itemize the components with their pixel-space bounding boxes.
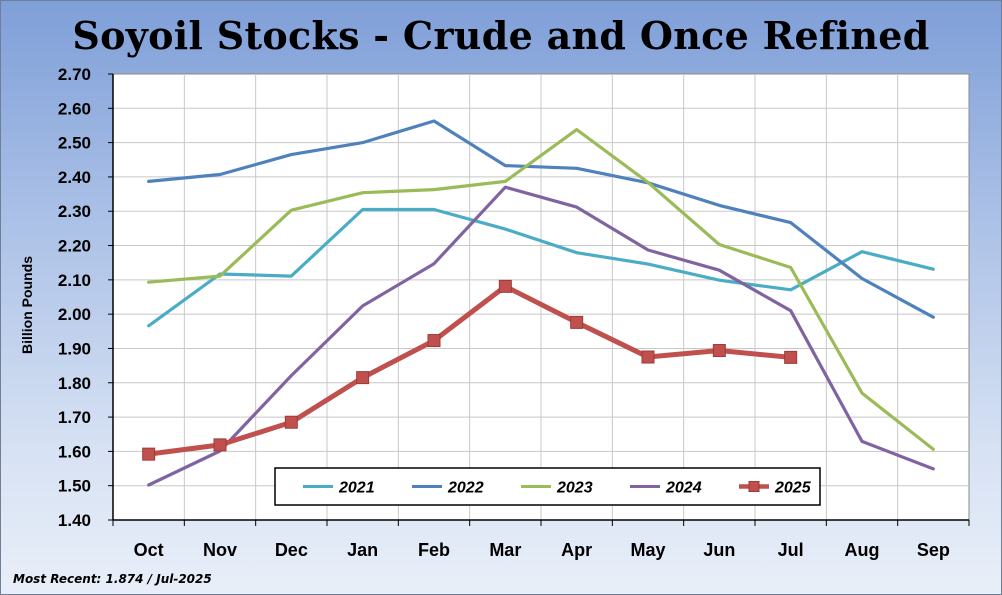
x-tick-label: Jul (778, 540, 804, 560)
series-line-2021 (147, 207, 935, 328)
y-tick-label: 1.90 (58, 339, 91, 358)
y-tick-label: 1.70 (58, 408, 91, 427)
legend-label-2024: 2024 (665, 480, 702, 497)
data-point-2025 (712, 344, 726, 358)
y-tick-label: 2.00 (58, 305, 91, 324)
data-point-2025 (427, 334, 441, 348)
data-point-2025 (356, 371, 370, 385)
footer-note: Most Recent: 1.874 / Jul-2025 (13, 572, 212, 586)
x-tick-label: Jan (347, 540, 378, 560)
legend-label-2021: 2021 (338, 480, 375, 497)
series-lines (142, 119, 935, 487)
y-tick-label: 1.50 (58, 477, 91, 496)
data-point-2025 (284, 415, 298, 429)
y-tick-label: 2.50 (58, 134, 91, 153)
data-point-2025 (142, 447, 156, 461)
data-point-2025 (641, 350, 655, 364)
chart-title: Soyoil Stocks - Crude and Once Refined (72, 13, 930, 58)
x-tick-label: Mar (489, 540, 521, 560)
data-point-2025 (213, 438, 227, 452)
y-axis-label: Billion Pounds (19, 256, 35, 354)
legend-label-2025: 2025 (774, 480, 812, 497)
x-tick-label: Sep (917, 540, 950, 560)
y-tick-label: 2.20 (58, 237, 91, 256)
x-tick-label: Dec (275, 540, 308, 560)
legend-label-2023: 2023 (556, 480, 593, 497)
x-tick-label: Nov (203, 540, 237, 560)
x-tick-label: Feb (418, 540, 450, 560)
x-tick-label: Oct (134, 540, 164, 560)
y-tick-label: 2.30 (58, 202, 91, 221)
series-line-2022 (147, 119, 935, 319)
legend-marker-2025 (748, 481, 760, 492)
data-point-2025 (498, 279, 512, 293)
x-tick-label: Apr (561, 540, 592, 560)
data-point-2025 (784, 350, 798, 364)
x-tick-label: Jun (703, 540, 735, 560)
y-tick-label: 2.10 (58, 271, 91, 290)
y-tick-label: 2.60 (58, 99, 91, 118)
series-line-2023 (147, 128, 935, 451)
x-tick-label: Aug (845, 540, 880, 560)
y-tick-label: 1.80 (58, 374, 91, 393)
y-tick-label: 1.40 (58, 511, 91, 530)
series-line-2025 (146, 283, 794, 457)
y-tick-label: 2.40 (58, 168, 91, 187)
axes: 1.40 1.50 1.60 1.70 1.80 1.90 2.00 2.10 2.20 2.30… (19, 65, 970, 560)
series-line-2024 (147, 185, 935, 487)
legend-label-2022: 2022 (447, 480, 484, 497)
x-tick-label: May (630, 540, 665, 560)
y-tick-label: 1.60 (58, 442, 91, 461)
y-tick-label: 2.70 (58, 65, 91, 84)
data-point-2025 (570, 315, 584, 329)
grid-lines (113, 74, 969, 520)
legend: 2021 2022 2023 2024 2025 (274, 467, 821, 506)
